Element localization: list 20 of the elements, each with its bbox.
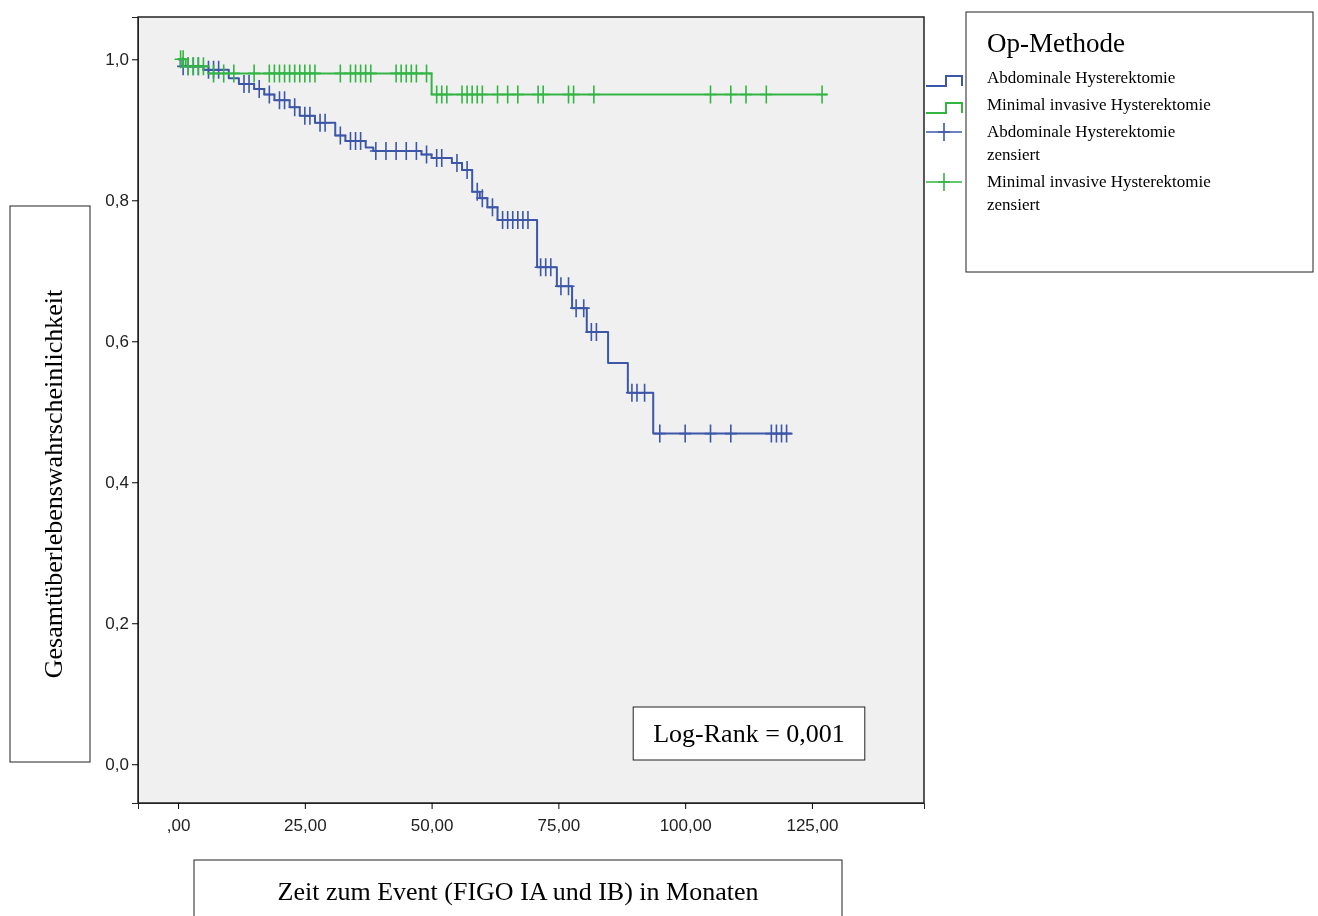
y-tick-label: 0,6 <box>105 332 129 352</box>
legend-label: Minimal invasive Hysterektomie <box>987 95 1211 114</box>
legend-label: Abdominale Hysterektomie <box>987 68 1176 87</box>
x-tick-label: 125,00 <box>786 815 839 835</box>
annotation: Log-Rank = 0,001 <box>653 719 845 748</box>
y-tick-label: 0,2 <box>105 614 129 634</box>
legend-title: Op-Methode <box>987 28 1125 58</box>
y-axis-title: Gesamtüberlebenswahrscheinlichkeit <box>39 289 68 679</box>
y-tick-label: 1,0 <box>105 50 129 70</box>
x-tick-label: 100,00 <box>659 815 712 835</box>
x-tick-label: 50,00 <box>410 815 454 835</box>
legend-label: Minimal invasive Hysterektomie zensiert <box>987 172 1211 214</box>
y-tick-label: 0,0 <box>105 755 129 775</box>
legend-label: Abdominale Hysterektomie zensiert <box>987 122 1176 164</box>
y-tick-label: 0,4 <box>105 473 129 493</box>
x-axis-title: Zeit zum Event (FIGO IA und IB) in Monaten <box>277 877 759 906</box>
x-tick-label: 75,00 <box>537 815 581 835</box>
x-tick-label: 25,00 <box>284 815 327 835</box>
x-tick-label: ,00 <box>166 815 191 835</box>
y-tick-label: 0,8 <box>105 191 129 211</box>
